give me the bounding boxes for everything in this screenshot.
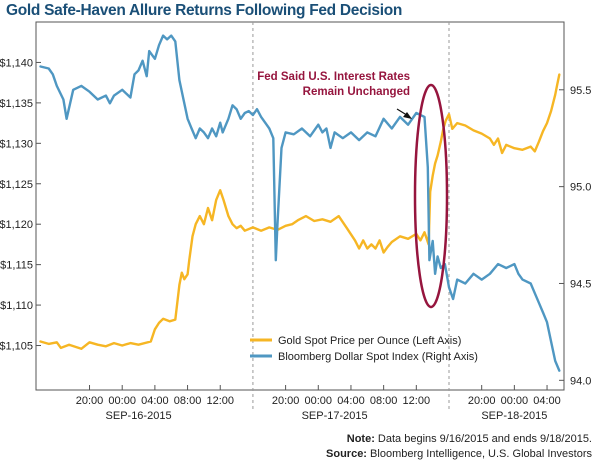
x-tick-label: 20:00 bbox=[468, 395, 496, 407]
day-label: SEP-16-2015 bbox=[106, 410, 172, 422]
x-tick-label: 20:00 bbox=[272, 395, 300, 407]
right-tick-label: 94.0 bbox=[570, 375, 591, 387]
left-tick-label: $1,140 bbox=[0, 57, 33, 69]
day-label: SEP-18-2015 bbox=[481, 410, 547, 422]
legend-label-gold: Gold Spot Price per Ounce (Left Axis) bbox=[278, 335, 461, 347]
left-tick-label: $1,105 bbox=[0, 341, 33, 353]
plot-frame bbox=[35, 21, 565, 391]
left-tick-label: $1,125 bbox=[0, 179, 33, 191]
footnote-note: Note: Data begins 9/16/2015 and ends 9/1… bbox=[346, 433, 592, 445]
x-tick-label: 12:00 bbox=[403, 395, 431, 407]
right-tick-label: 95.0 bbox=[570, 182, 591, 194]
left-axis: $1,105 $1,110 $1,115 $1,120 $1,125 $1,130 $1,1… bbox=[0, 57, 41, 353]
annotation-arrowhead bbox=[403, 112, 412, 119]
x-tick-label: 04:00 bbox=[337, 395, 365, 407]
x-tick-label: 20:00 bbox=[76, 395, 104, 407]
legend: Gold Spot Price per Ounce (Left Axis) Bl… bbox=[250, 335, 478, 363]
plot-border bbox=[35, 21, 565, 391]
left-tick-label: $1,135 bbox=[0, 98, 33, 110]
x-tick-label: 00:00 bbox=[305, 395, 333, 407]
annotation-line-2: Remain Unchanged bbox=[303, 86, 410, 98]
x-axis: 20:00 00:00 04:00 08:00 12:00 20:00 00:00 04:00… bbox=[76, 385, 561, 422]
right-axis: 94.0 94.5 95.0 95.5 bbox=[559, 85, 591, 387]
x-tick-label: 08:00 bbox=[174, 395, 202, 407]
x-tick-label: 00:00 bbox=[108, 395, 136, 407]
footnote: Note: Data begins 9/16/2015 and ends 9/1… bbox=[326, 432, 592, 462]
left-tick-label: $1,110 bbox=[0, 300, 33, 312]
day-dividers bbox=[252, 22, 450, 412]
series-line-dollar bbox=[39, 34, 561, 372]
x-tick-label: 12:00 bbox=[206, 395, 234, 407]
right-tick-label: 95.5 bbox=[570, 85, 591, 97]
x-tick-label: 04:00 bbox=[141, 395, 169, 407]
left-tick-label: $1,130 bbox=[0, 138, 33, 150]
fed-annotation: Fed Said U.S. Interest Rates Remain Unch… bbox=[257, 71, 449, 309]
chart-title: Gold Safe-Haven Allure Returns Following… bbox=[6, 2, 403, 19]
x-tick-label: 08:00 bbox=[370, 395, 398, 407]
left-tick-label: $1,120 bbox=[0, 219, 33, 231]
fed-highlight-ellipse bbox=[413, 83, 449, 309]
left-tick-label: $1,115 bbox=[0, 260, 33, 272]
x-tick-label: 04:00 bbox=[533, 395, 561, 407]
day-label: SEP-17-2015 bbox=[302, 410, 368, 422]
right-tick-label: 94.5 bbox=[570, 278, 591, 290]
annotation-line-1: Fed Said U.S. Interest Rates bbox=[257, 71, 410, 83]
series-line-gold bbox=[39, 73, 561, 350]
footnote-source: Source: Bloomberg Intelligence, U.S. Glo… bbox=[326, 448, 592, 460]
legend-label-dollar: Bloomberg Dollar Spot Index (Right Axis) bbox=[278, 351, 478, 363]
x-tick-label: 00:00 bbox=[501, 395, 529, 407]
series-layer bbox=[39, 34, 561, 372]
